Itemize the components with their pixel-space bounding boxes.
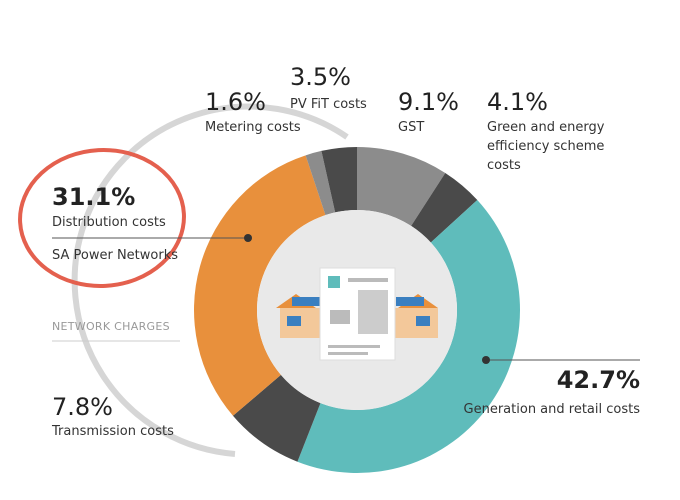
category-label: Distribution costs [52, 215, 166, 230]
annotation: NETWORK CHARGES [52, 320, 170, 333]
value-label: 1.6% [205, 88, 266, 116]
category-label: Green and energy efficiency scheme costs [487, 120, 605, 173]
donut-segment [411, 172, 478, 243]
annotation: SA Power Networks [52, 248, 179, 263]
leader-dot [244, 234, 252, 242]
value-label: 3.5% [290, 63, 351, 91]
category-label: Generation and retail costs [463, 402, 640, 417]
value-label: 4.1% [487, 88, 548, 116]
donut-segment [297, 200, 520, 473]
category-label: Metering costs [205, 120, 301, 135]
highlight-circle [18, 147, 186, 289]
donut [194, 147, 520, 473]
donut-segment [305, 150, 336, 216]
value-label: 42.7% [556, 366, 640, 394]
category-label: PV FiT costs [290, 97, 367, 112]
donut-segment [321, 147, 357, 213]
category-label: Transmission costs [52, 424, 174, 439]
network-bracket [71, 103, 349, 457]
value-label: 9.1% [398, 88, 459, 116]
category-label: GST [398, 120, 425, 135]
leader-dot [482, 356, 490, 364]
donut-segment [194, 155, 326, 416]
center-icon [276, 267, 438, 361]
donut-segment [357, 147, 446, 226]
value-label: 7.8% [52, 393, 113, 421]
donut-segment [232, 374, 321, 462]
value-label: 31.1% [52, 183, 136, 211]
